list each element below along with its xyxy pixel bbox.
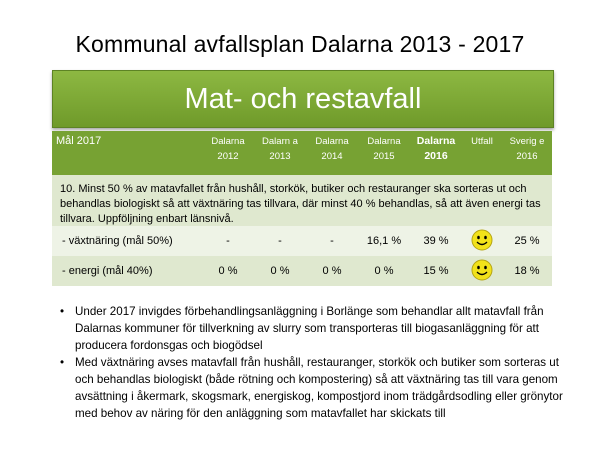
cell-2016: 39 % xyxy=(423,235,449,247)
cell-2014: 0 % xyxy=(322,265,342,277)
bullet-icon: • xyxy=(60,305,65,318)
header-utfall: Utfall xyxy=(471,136,493,147)
cell-2014: - xyxy=(330,235,334,247)
cell-2013: 0 % xyxy=(270,265,290,277)
cell-utfall xyxy=(462,229,502,254)
cell-2013: - xyxy=(278,235,282,247)
cell-2012: - xyxy=(226,235,230,247)
bullet-icon: • xyxy=(60,356,65,370)
header-sverige: Sverig e 2016 xyxy=(509,136,545,162)
cell-sverige: 18 % xyxy=(514,265,540,277)
table-row: - växtnäring (mål 50%) - - - 16,1 % 39 %… xyxy=(52,226,552,256)
list-item: • Under 2017 invigdes förbehandlingsanläg… xyxy=(60,304,580,354)
cell-2016: 15 % xyxy=(423,265,449,277)
row-label: - växtnäring (mål 50%) xyxy=(62,235,173,247)
header-goal: Mål 2017 xyxy=(56,135,102,147)
table-header: Mål 2017 Dalarna 2012 Dalarn a 2013 Dala… xyxy=(52,131,552,175)
header-2015: Dalarna 2015 xyxy=(367,136,401,162)
section-banner: Mat- och restavfall xyxy=(52,70,554,128)
header-2013: Dalarn a 2013 xyxy=(262,136,298,162)
cell-2015: 16,1 % xyxy=(366,235,402,247)
table-row: - energi (mål 40%) 0 % 0 % 0 % 0 % 15 % … xyxy=(52,256,552,286)
header-2012: Dalarna 2012 xyxy=(211,136,245,162)
slide-title: Kommunal avfallsplan Dalarna 2013 - 2017 xyxy=(75,31,525,57)
results-table: Mål 2017 Dalarna 2012 Dalarn a 2013 Dala… xyxy=(52,131,552,286)
cell-sverige: 25 % xyxy=(514,235,540,247)
header-2014: Dalarna 2014 xyxy=(315,136,349,162)
bullet-text: Under 2017 invigdes förbehandlingsanlägg… xyxy=(75,305,544,352)
smiley-icon xyxy=(471,259,493,280)
bullet-list: • Under 2017 invigdes förbehandlingsanläg… xyxy=(60,304,580,424)
row-label: - energi (mål 40%) xyxy=(62,265,153,277)
cell-2015: 0 % xyxy=(374,265,394,277)
cell-2012: 0 % xyxy=(218,265,238,277)
header-2016: Dalarna 2016 xyxy=(416,135,456,162)
bullet-text: Med växtnäring avses matavfall från hush… xyxy=(75,356,563,420)
smiley-icon xyxy=(471,229,493,250)
list-item: • Med växtnäring avses matavfall från hus… xyxy=(60,355,580,422)
cell-utfall xyxy=(462,259,502,284)
goal-description: 10. Minst 50 % av matavfallet från hushå… xyxy=(52,175,552,226)
